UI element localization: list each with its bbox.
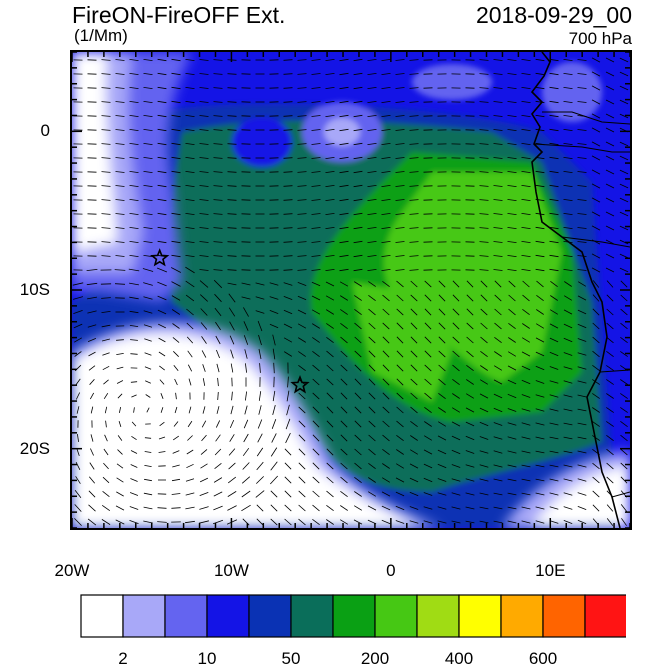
map-panel <box>70 50 632 530</box>
colorbar-label: 2 <box>118 650 127 668</box>
plot-title: FireON-FireOFF Ext. <box>72 2 285 28</box>
colorbar-swatch <box>459 595 501 637</box>
colorbar-swatch <box>333 595 375 637</box>
colorbar-label: 10 <box>198 650 217 668</box>
colorbar-swatch <box>207 595 249 637</box>
colorbar-swatch <box>585 595 626 637</box>
colorbar-swatch <box>543 595 585 637</box>
units-label: (1/Mm) <box>74 27 128 45</box>
lat-tick-label: 10S <box>20 281 50 299</box>
colorbar <box>80 594 626 638</box>
colorbar-swatch <box>291 595 333 637</box>
pressure-level-label: 700 hPa <box>569 30 632 48</box>
colorbar-swatch <box>375 595 417 637</box>
lon-tick-label: 20W <box>55 562 90 580</box>
colorbar-swatch <box>123 595 165 637</box>
lat-tick-label: 20S <box>20 440 50 458</box>
lon-tick-label: 10E <box>535 562 565 580</box>
colorbar-swatch <box>501 595 543 637</box>
map-canvas <box>72 52 630 528</box>
lon-tick-label: 0 <box>386 562 395 580</box>
colorbar-label: 50 <box>282 650 301 668</box>
colorbar-label: 600 <box>529 650 557 668</box>
colorbar-swatch <box>165 595 207 637</box>
colorbar-label: 400 <box>445 650 473 668</box>
colorbar-swatch <box>417 595 459 637</box>
lat-tick-label: 0 <box>41 122 50 140</box>
lon-tick-label: 10W <box>214 562 249 580</box>
colorbar-label: 200 <box>361 650 389 668</box>
colorbar-swatch <box>81 595 123 637</box>
colorbar-swatch <box>249 595 291 637</box>
datetime-label: 2018-09-29_00 <box>476 2 632 28</box>
